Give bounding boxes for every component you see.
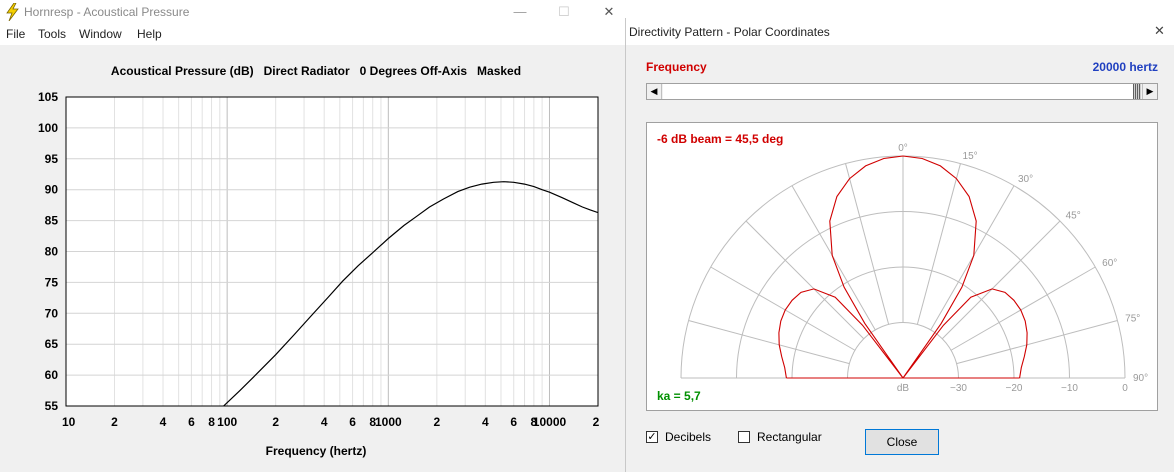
- frequency-slider[interactable]: ◀ ▶: [646, 83, 1158, 100]
- polar-angle-label: 90°: [1133, 373, 1148, 384]
- main-window: Hornresp - Acoustical Pressure — ☐ ✕ Fil…: [0, 0, 625, 472]
- polar-radial-label: −20: [1006, 383, 1023, 394]
- slider-thumb[interactable]: [1133, 84, 1141, 99]
- x-tick-label: 4: [160, 415, 167, 429]
- directivity-pattern-line: [778, 155, 1028, 379]
- y-tick-label: 55: [45, 399, 59, 413]
- lightning-bolt-icon: [6, 3, 19, 21]
- x-tick-label: 2: [111, 415, 118, 429]
- scroll-right-arrow-icon[interactable]: ▶: [1142, 84, 1157, 99]
- plot-panel: Acoustical Pressure (dB) Direct Radiator…: [0, 45, 625, 472]
- maximize-button[interactable]: ☐: [558, 4, 570, 19]
- polar-chart: 0° 15° 30° 45° 60° 75° 90° dB −30 −20 −10 0: [680, 143, 1148, 394]
- polar-spoke: [941, 220, 1061, 340]
- rectangular-label[interactable]: Rectangular: [757, 430, 822, 444]
- polar-spoke: [916, 163, 961, 325]
- close-dialog-button[interactable]: Close: [865, 429, 939, 455]
- directivity-titlebar[interactable]: Directivity Pattern - Polar Coordinates …: [626, 18, 1174, 45]
- x-axis-label: Frequency (hertz): [266, 444, 367, 458]
- x-tick-label: 100: [217, 415, 237, 429]
- x-tick-label: 2: [433, 415, 440, 429]
- close-button[interactable]: ✕: [603, 4, 615, 19]
- scroll-left-arrow-icon[interactable]: ◀: [647, 84, 662, 99]
- polar-angle-label: 75°: [1125, 313, 1140, 324]
- y-tick-label: 75: [45, 275, 59, 289]
- minimize-button[interactable]: —: [513, 4, 527, 19]
- x-tick-label: 6: [349, 415, 356, 429]
- x-tick-label: 8: [369, 415, 376, 429]
- polar-angle-label: 45°: [1066, 210, 1081, 221]
- polar-plot-box: 0° 15° 30° 45° 60° 75° 90° dB −30 −20 −10 0 -6 dB b…: [646, 122, 1158, 411]
- x-tick-label: 10: [62, 415, 76, 429]
- menu-file[interactable]: File: [6, 27, 26, 41]
- menu-window[interactable]: Window: [79, 27, 122, 41]
- spl-chart: Acoustical Pressure (dB) Direct Radiator…: [38, 64, 600, 458]
- polar-spoke: [956, 320, 1118, 365]
- spl-series-line: [223, 181, 598, 406]
- frequency-value: 20000 hertz: [1092, 60, 1158, 74]
- main-titlebar[interactable]: Hornresp - Acoustical Pressure — ☐ ✕: [0, 0, 625, 24]
- polar-angle-label: 0°: [898, 143, 908, 154]
- x-tick-label: 10000: [533, 415, 567, 429]
- polar-radial-label: −30: [950, 383, 967, 394]
- y-tick-label: 90: [45, 183, 59, 197]
- decibels-label[interactable]: Decibels: [665, 430, 712, 444]
- slider-track[interactable]: [663, 84, 1141, 99]
- menu-help[interactable]: Help: [137, 27, 162, 41]
- x-tick-label: 8: [531, 415, 538, 429]
- polar-ring: [847, 322, 959, 379]
- polar-spoke: [710, 266, 856, 351]
- x-tick-label: 2: [272, 415, 279, 429]
- y-tick-label: 60: [45, 368, 59, 382]
- x-tick-label: 4: [321, 415, 328, 429]
- y-tick-label: 85: [45, 214, 59, 228]
- x-tick-label: 6: [510, 415, 517, 429]
- polar-angle-label: 15°: [963, 151, 978, 162]
- menu-tools[interactable]: Tools: [38, 27, 67, 41]
- polar-spoke: [745, 220, 865, 340]
- polar-radial-label: 0: [1122, 383, 1128, 394]
- menu-bar: File Tools Window Help: [0, 25, 625, 44]
- directivity-close-icon[interactable]: ✕: [1154, 23, 1165, 38]
- polar-angle-label: 30°: [1018, 174, 1033, 185]
- y-tick-label: 105: [38, 90, 58, 104]
- polar-spoke: [688, 320, 850, 365]
- ka-label: ka = 5,7: [657, 389, 701, 403]
- directivity-window: Directivity Pattern - Polar Coordinates …: [625, 18, 1174, 472]
- y-tick-label: 65: [45, 337, 59, 351]
- polar-spoke: [845, 163, 890, 325]
- y-tick-label: 80: [45, 245, 59, 259]
- x-tick-label: 8: [208, 415, 215, 429]
- polar-radial-label: −10: [1061, 383, 1078, 394]
- directivity-title: Directivity Pattern - Polar Coordinates: [629, 25, 830, 39]
- x-tick-label: 1000: [375, 415, 402, 429]
- decibels-check-icon[interactable]: ✓: [646, 431, 658, 443]
- polar-angle-label: 60°: [1102, 258, 1117, 269]
- rectangular-check-icon[interactable]: [738, 431, 750, 443]
- x-tick-label: 6: [188, 415, 195, 429]
- y-tick-label: 95: [45, 152, 59, 166]
- beam-width-label: -6 dB beam = 45,5 deg: [657, 132, 784, 146]
- polar-radial-label: dB: [897, 383, 910, 394]
- plot-frame: [65, 96, 599, 407]
- x-tick-label: 2: [593, 415, 600, 429]
- frequency-label: Frequency: [646, 60, 707, 74]
- chart-title: Acoustical Pressure (dB) Direct Radiator…: [111, 64, 521, 78]
- y-tick-label: 70: [45, 306, 59, 320]
- polar-spoke: [950, 266, 1096, 351]
- x-tick-label: 4: [482, 415, 489, 429]
- y-tick-label: 100: [38, 121, 58, 135]
- window-title: Hornresp - Acoustical Pressure: [24, 5, 190, 19]
